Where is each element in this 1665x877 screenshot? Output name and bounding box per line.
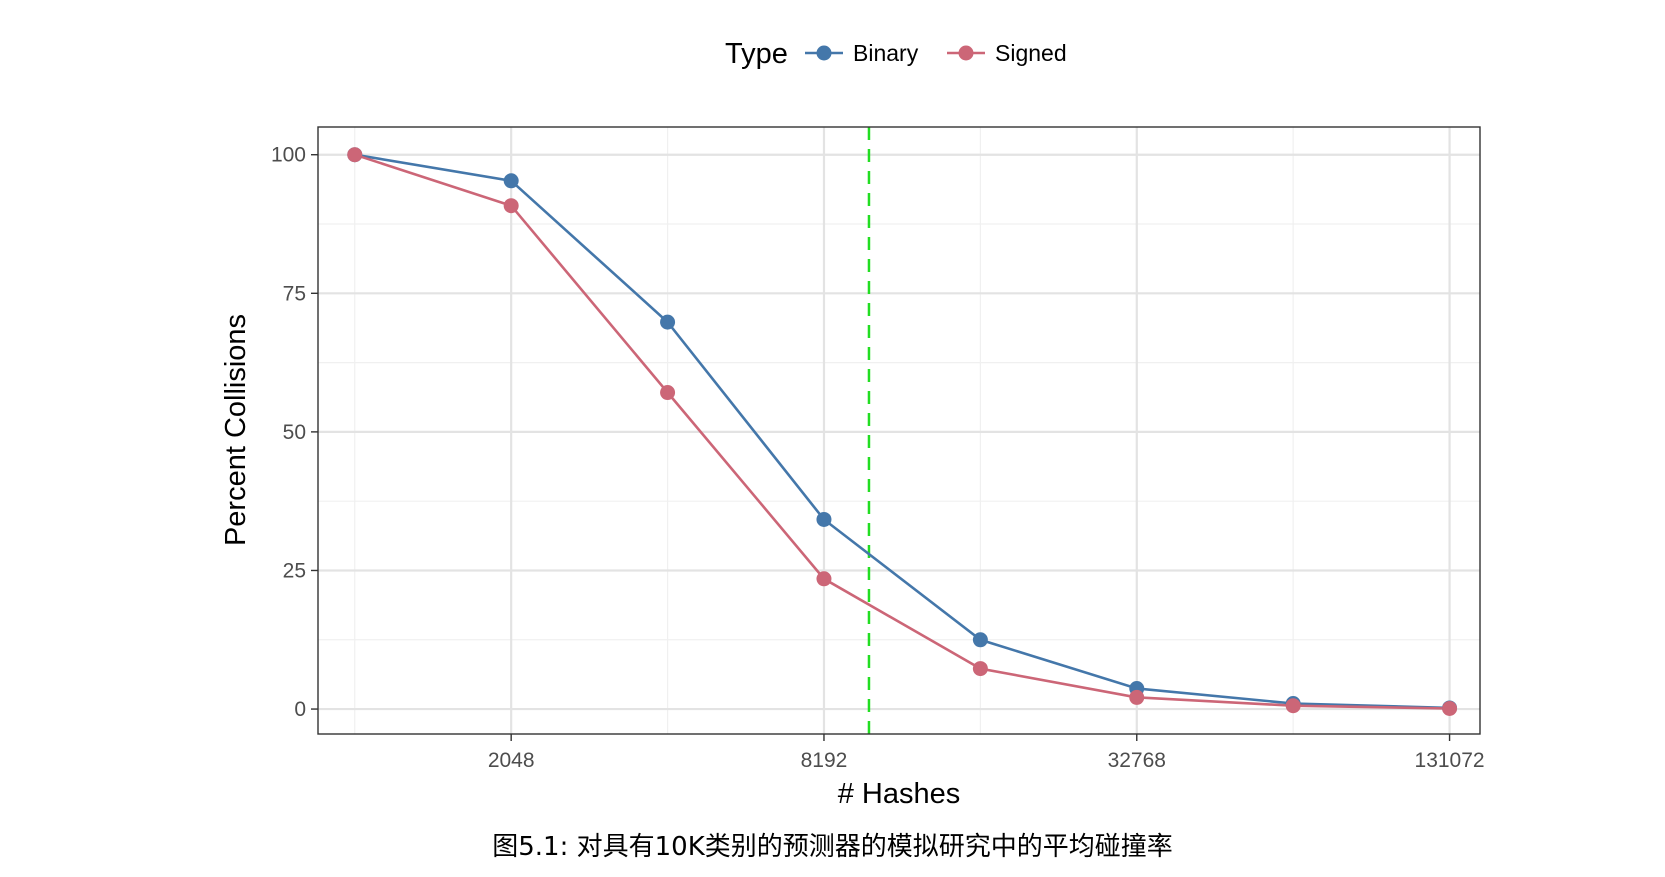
x-tick-label: 131072 bbox=[1415, 749, 1485, 772]
legend-point-signed bbox=[958, 45, 974, 61]
plot-panel-border bbox=[317, 126, 1481, 735]
series-line-signed bbox=[354, 153, 1450, 710]
data-point-binary bbox=[660, 314, 676, 330]
y-axis-title: Percent Collisions bbox=[220, 314, 252, 546]
data-point-signed bbox=[1129, 689, 1145, 705]
figure-caption: 图5.1: 对具有10K类别的预测器的模拟研究中的平均碰撞率 bbox=[492, 832, 1173, 862]
y-tick-label: 100 bbox=[271, 144, 306, 167]
y-tick-label: 50 bbox=[283, 421, 306, 444]
data-point-signed bbox=[816, 571, 832, 587]
x-tick-label: 8192 bbox=[801, 749, 848, 772]
legend-label-binary: Binary bbox=[853, 40, 919, 66]
legend-label-signed: Signed bbox=[995, 40, 1067, 66]
legend: Type Binary Signed bbox=[725, 38, 1067, 70]
data-point-signed bbox=[1442, 701, 1458, 717]
data-point-signed bbox=[660, 385, 676, 401]
data-point-signed bbox=[972, 661, 988, 677]
data-point-binary bbox=[816, 511, 832, 527]
y-tick-label: 0 bbox=[294, 698, 306, 721]
y-tick-label: 25 bbox=[283, 559, 306, 582]
data-point-binary bbox=[972, 632, 988, 648]
legend-point-binary bbox=[816, 45, 832, 61]
x-axis-title: # Hashes bbox=[838, 778, 961, 810]
data-point-signed bbox=[347, 147, 363, 163]
x-tick-label: 2048 bbox=[488, 749, 535, 772]
y-tick-label: 75 bbox=[283, 282, 306, 305]
data-point-binary bbox=[503, 173, 519, 189]
x-tick-label: 32768 bbox=[1108, 749, 1166, 772]
data-point-signed bbox=[503, 198, 519, 214]
series-line-binary bbox=[354, 153, 1450, 710]
legend-title: Type bbox=[725, 38, 788, 70]
data-point-signed bbox=[1285, 698, 1301, 714]
